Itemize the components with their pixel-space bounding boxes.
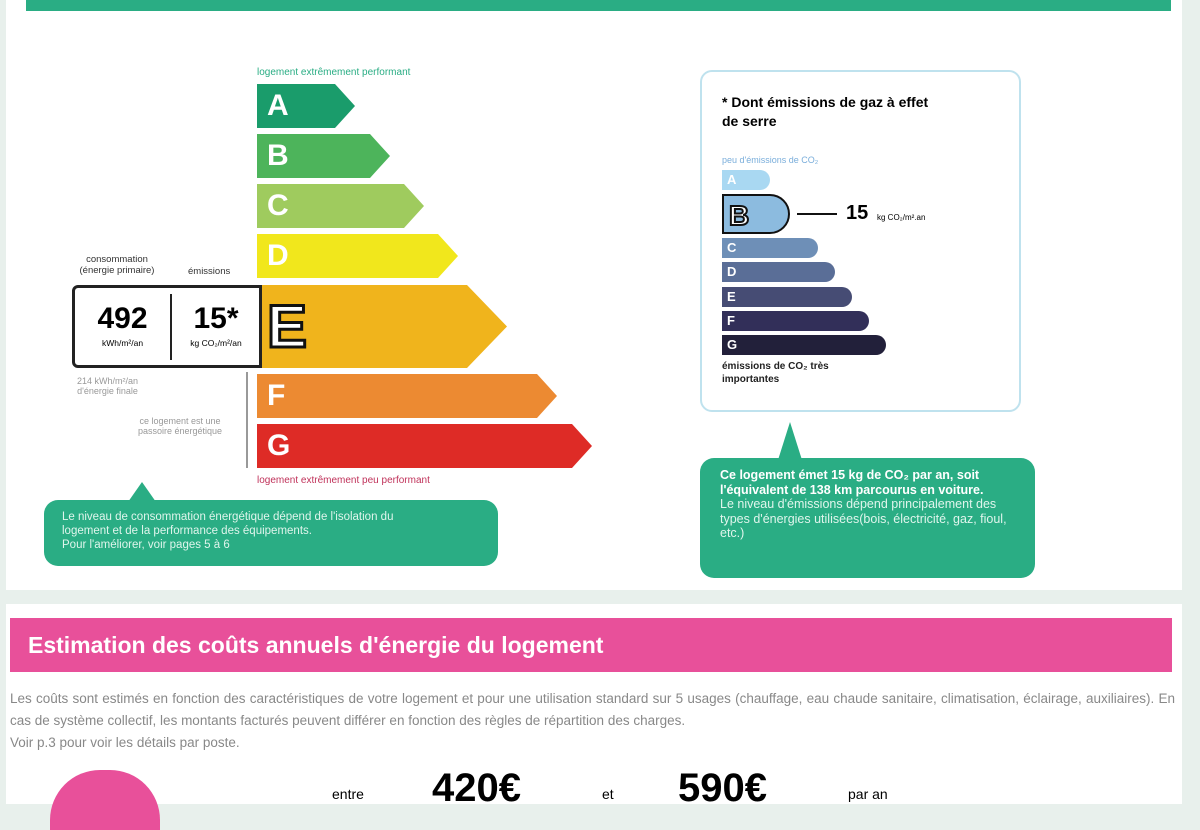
ges-class-e: E xyxy=(722,287,852,307)
divider xyxy=(246,372,248,468)
min-cost: 420€ xyxy=(432,766,521,810)
energy-class-d: D xyxy=(257,234,458,278)
between-label: entre xyxy=(332,786,364,802)
ges-value: 15 xyxy=(846,202,869,224)
bubble-line: Le niveau de consommation énergétique dé… xyxy=(62,511,394,523)
ges-unit: kg CO₂/m².an xyxy=(877,213,926,222)
current-values-box: 492 kWh/m²/an 15* kg CO₂/m²/an xyxy=(72,285,262,368)
ges-bubble-bold: Ce logement émet 15 kg de CO₂ par an, so… xyxy=(720,468,984,497)
emissions-value: 15* xyxy=(193,302,239,335)
section-header-bar xyxy=(26,0,1171,11)
energy-class-b: B xyxy=(257,134,390,178)
energy-bottom-label: logement extrêmement peu performant xyxy=(257,475,430,486)
consumption-label: consommation (énergie primaire) xyxy=(79,254,155,276)
ges-class-c: C xyxy=(722,238,818,258)
ges-class-d: D xyxy=(722,262,835,282)
costs-title: Estimation des coûts annuels d'énergie d… xyxy=(10,618,1172,672)
ges-top-label: peu d'émissions de CO₂ xyxy=(722,155,819,165)
final-energy-note: 214 kWh/m²/an d'énergie finale xyxy=(76,376,139,396)
ges-class-f: F xyxy=(722,311,869,331)
ges-info-bubble: Ce logement émet 15 kg de CO₂ par an, so… xyxy=(700,458,1035,578)
ges-class-b: B xyxy=(722,194,790,234)
energy-top-label: logement extrêmement performant xyxy=(257,67,411,78)
bubble-line: logement et de la performance des équipe… xyxy=(62,525,312,537)
energy-class-f: F xyxy=(257,374,557,418)
energy-info-bubble: Le niveau de consommation énergétique dé… xyxy=(44,500,498,566)
bubble-pointer xyxy=(128,482,156,502)
max-cost: 590€ xyxy=(678,766,767,810)
and-label: et xyxy=(602,786,614,802)
bubble-pointer xyxy=(778,422,802,460)
per-year-label: par an xyxy=(848,786,888,802)
energy-class-g: G xyxy=(257,424,592,468)
energy-class-e: E xyxy=(257,285,507,368)
ges-title: * Dont émissions de gaz à effet de serre xyxy=(722,94,929,129)
emissions-unit: kg CO₂/m²/an xyxy=(190,338,242,348)
ges-bubble-text: Le niveau d'émissions dépend principalem… xyxy=(720,497,1007,540)
consumption-value: 492 xyxy=(97,302,148,335)
costs-description: Les coûts sont estimés en fonction des c… xyxy=(10,688,1175,754)
ges-class-a: A xyxy=(722,170,770,190)
ges-bottom-label: émissions de CO₂ très importantes xyxy=(722,361,829,385)
emissions-label: émissions xyxy=(188,266,231,277)
bubble-line: Pour l'améliorer, voir pages 5 à 6 xyxy=(62,539,230,551)
see-more-text: Voir p.3 pour voir les détails par poste… xyxy=(10,735,240,750)
passoire-note: ce logement est une passoire énergétique xyxy=(137,416,223,436)
ges-class-g: G xyxy=(722,335,886,355)
ges-pointer-line xyxy=(797,213,837,215)
energy-class-c: C xyxy=(257,184,424,228)
description-text: Les coûts sont estimés en fonction des c… xyxy=(10,691,1175,728)
consumption-unit: kWh/m²/an xyxy=(101,338,144,348)
energy-class-a: A xyxy=(257,84,355,128)
